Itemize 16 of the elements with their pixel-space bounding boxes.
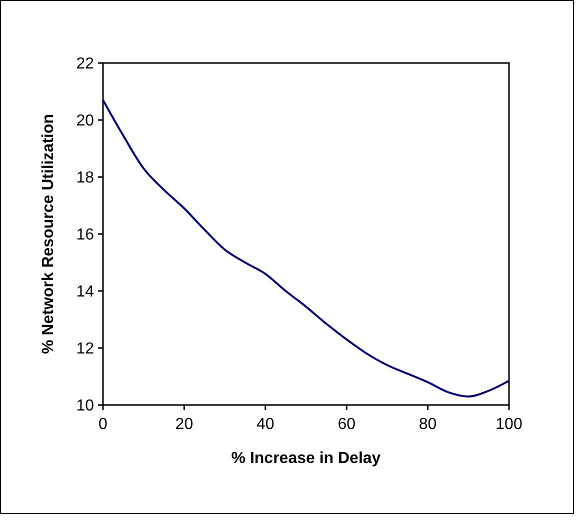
x-tick-label: 20 [175, 416, 194, 433]
x-tick-label: 60 [338, 416, 356, 433]
y-tick-label: 20 [76, 112, 94, 130]
y-axis-title: % Network Resource Utilization [40, 114, 57, 354]
y-tick-label: 16 [76, 226, 94, 244]
x-axis-title: % Increase in Delay [231, 450, 381, 467]
x-tick-label: 0 [98, 416, 108, 433]
x-tick-label: 100 [496, 416, 522, 433]
y-tick-label: 14 [76, 284, 94, 301]
y-tick-label: 12 [76, 340, 94, 358]
y-tick-label: 10 [76, 398, 94, 415]
y-tick-label: 18 [76, 170, 94, 187]
x-tick-label: 80 [418, 416, 437, 433]
x-tick-label: 40 [256, 416, 274, 433]
y-tick-label: 22 [76, 56, 94, 73]
line-series [102, 99, 510, 398]
